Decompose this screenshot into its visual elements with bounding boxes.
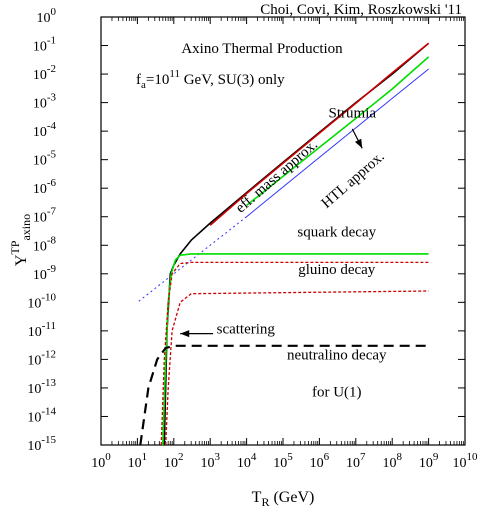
x-tick-label: 102 <box>164 451 184 471</box>
chart-subtitle: fa=1011 GeV, SU(3) only <box>136 68 285 91</box>
y-tick-label: 10-14 <box>27 405 56 425</box>
y-tick-label: 100 <box>37 6 57 26</box>
series-line <box>246 56 430 207</box>
y-tick-label: 10-12 <box>27 348 56 368</box>
annotation-label: eff. mass approx. <box>233 137 321 217</box>
series-line <box>137 216 247 303</box>
annotation-label: squark decay <box>297 225 376 241</box>
x-tick-label: 106 <box>310 451 330 471</box>
series-line <box>165 290 429 446</box>
x-tick-label: 101 <box>128 451 148 471</box>
x-tick-label: 100 <box>91 451 111 471</box>
annotations: Strumia eff. mass approx.HTL approx. squar… <box>217 106 388 401</box>
y-axis-label: YTPaxino <box>8 214 33 266</box>
annotation-label: for U(1) <box>312 385 362 401</box>
y-tick-label: 10-11 <box>28 320 56 340</box>
chart-title: Axino Thermal Production <box>181 41 343 57</box>
series-line <box>209 42 430 226</box>
annotation-label: Strumia <box>329 106 377 122</box>
annotation-label: neutralino decay <box>287 347 387 363</box>
axis-ticks: 100 101 102 103 104 105 106 107 108 109 1010 100 10-… <box>27 6 478 471</box>
x-tick-label: 104 <box>237 451 257 471</box>
series-line <box>160 261 429 446</box>
x-tick-label: 1010 <box>453 451 479 471</box>
y-tick-label: 10-5 <box>33 149 57 169</box>
y-tick-label: 10-2 <box>33 63 56 83</box>
y-tick-label: 10-15 <box>27 434 56 454</box>
series-line <box>139 344 429 446</box>
series-lines <box>137 42 430 446</box>
annotation-label: HTL approx. <box>319 149 388 212</box>
y-tick-label: 10-6 <box>33 177 57 197</box>
x-tick-label: 109 <box>419 451 439 471</box>
annotation-label: gluino decay <box>298 262 376 278</box>
x-axis-label: TR (GeV) <box>252 489 315 509</box>
scattering-arrow-head <box>180 330 190 338</box>
y-tick-label: 10-4 <box>33 120 57 140</box>
chart-credit: Choi, Covi, Kim, Roszkowski '11 <box>260 2 462 18</box>
annotation-arrows <box>180 128 363 338</box>
x-tick-label: 108 <box>382 451 402 471</box>
y-tick-label: 10-7 <box>33 206 57 226</box>
series-line <box>162 253 429 446</box>
strumia-arrow-head <box>354 138 363 149</box>
annotation-label: scattering <box>217 322 276 338</box>
y-tick-label: 10-10 <box>27 291 56 311</box>
x-tick-label: 107 <box>346 451 366 471</box>
y-tick-label: 10-3 <box>33 92 57 112</box>
y-tick-label: 10-13 <box>27 377 56 397</box>
series-line <box>163 42 430 446</box>
y-tick-label: 10-8 <box>33 234 57 254</box>
y-tick-label: 10-9 <box>33 263 57 283</box>
series-line <box>246 68 429 218</box>
x-tick-label: 103 <box>200 451 220 471</box>
x-tick-label: 105 <box>273 451 293 471</box>
y-tick-label: 10-1 <box>33 35 56 55</box>
